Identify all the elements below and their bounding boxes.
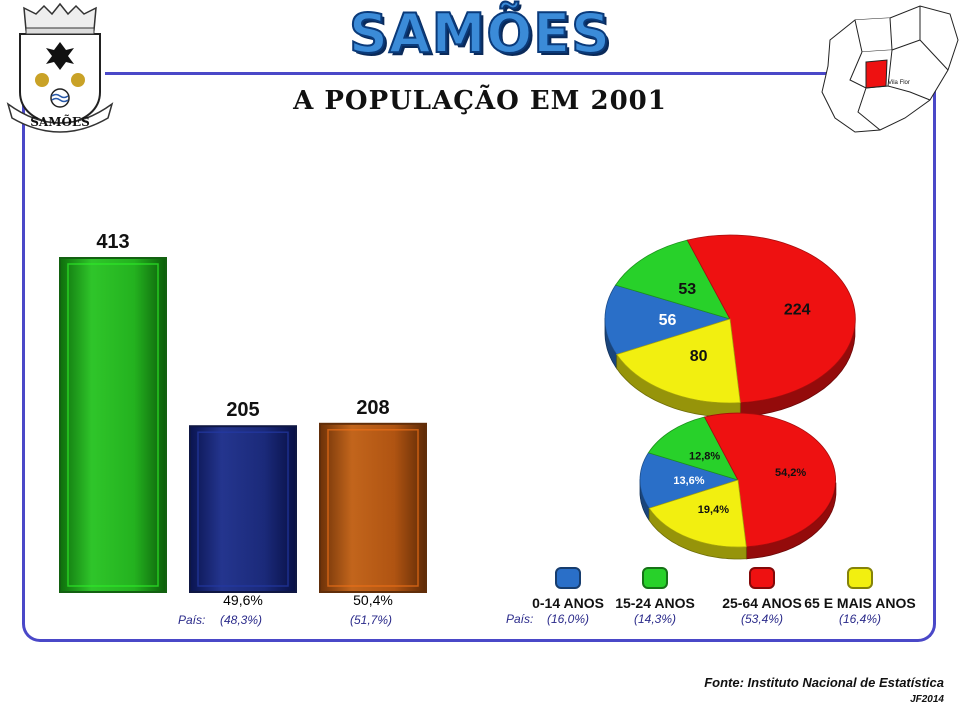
source-note: Fonte: Instituto Nacional de Estatística… bbox=[704, 674, 944, 708]
legend-country-2: (53,4%) bbox=[741, 612, 783, 626]
legend-country-1: (14,3%) bbox=[634, 612, 676, 626]
legend-swatch-3 bbox=[847, 567, 873, 589]
pie2-slice-1 bbox=[647, 416, 739, 481]
pie1-label-3: 80 bbox=[690, 348, 708, 365]
legend-label-1: 15-24 ANOS bbox=[615, 595, 695, 611]
bar-bevel-0 bbox=[67, 263, 159, 587]
pie2-slice-0 bbox=[639, 452, 740, 509]
legend-swatch-0 bbox=[555, 567, 581, 589]
bar-value-label-0: 413 bbox=[96, 231, 129, 253]
legend-country-3: (16,4%) bbox=[839, 612, 881, 626]
bar-bevel-1 bbox=[197, 431, 289, 587]
pie2-label-3: 19,4% bbox=[698, 504, 729, 516]
pie2-label-1: 12,8% bbox=[689, 450, 720, 462]
pie2-label-2: 54,2% bbox=[775, 467, 806, 479]
legend-swatch-2 bbox=[749, 567, 775, 589]
bar-country-label-2: (51,7%) bbox=[350, 613, 392, 627]
pie2-slice-3 bbox=[648, 479, 747, 548]
frame-top-line bbox=[105, 72, 915, 75]
page-title: SAMÕES bbox=[348, 2, 612, 65]
pie1-slice-3 bbox=[616, 318, 741, 404]
bar-value-label-1: 205 bbox=[226, 399, 259, 421]
pie1-slice-1 bbox=[614, 239, 731, 320]
pie1-label-2: 224 bbox=[784, 302, 811, 319]
content-frame bbox=[22, 72, 936, 642]
bar-1 bbox=[189, 425, 297, 593]
bar-2 bbox=[319, 422, 427, 593]
map-label: Vila Flor bbox=[888, 80, 910, 86]
bar-0 bbox=[59, 257, 167, 593]
bar-share-label-2: 50,4% bbox=[353, 592, 393, 608]
bar-chart: 413 205 49,6% (48,3%) 208 50,4% (51,7%) País: bbox=[59, 231, 427, 627]
crest-label: SAMÕES bbox=[30, 114, 90, 129]
legend-label-3: 65 E MAIS ANOS bbox=[804, 595, 916, 611]
pie1-label-0: 56 bbox=[659, 312, 677, 329]
locator-map: Vila Flor bbox=[821, 5, 959, 133]
legend-label-0: 0-14 ANOS bbox=[532, 595, 604, 611]
pie1-slice-0 bbox=[604, 284, 732, 355]
bar-country-label-1: (48,3%) bbox=[220, 613, 262, 627]
bar-country-prefix: País: bbox=[178, 613, 205, 627]
page-subtitle: A POPULAÇÃO EM 2001 bbox=[293, 86, 667, 116]
bar-bevel-2 bbox=[327, 429, 419, 587]
pie2-slice-2 bbox=[703, 412, 836, 548]
legend-country-prefix: País: bbox=[506, 612, 533, 626]
bar-share-label-1: 49,6% bbox=[223, 592, 263, 608]
pie2-label-0: 13,6% bbox=[673, 475, 704, 487]
legend-label-2: 25-64 ANOS bbox=[722, 595, 802, 611]
age-legend: 0-14 ANOS(16,0%) 15-24 ANOS(14,3%) 25-64 A… bbox=[506, 567, 916, 626]
crest-emblem: SAMÕES bbox=[6, 2, 114, 133]
legend-country-0: (16,0%) bbox=[547, 612, 589, 626]
pie-chart-percentages: 13,6% 12,8% 54,2% 19,4% bbox=[639, 412, 837, 560]
legend-swatch-1 bbox=[642, 567, 668, 589]
bar-value-label-2: 208 bbox=[356, 397, 389, 419]
source-text: Fonte: Instituto Nacional de Estatística bbox=[704, 675, 944, 690]
pie1-slice-2 bbox=[686, 234, 856, 404]
credit-text: JF2014 bbox=[910, 694, 944, 705]
pie1-label-1: 53 bbox=[678, 281, 696, 298]
